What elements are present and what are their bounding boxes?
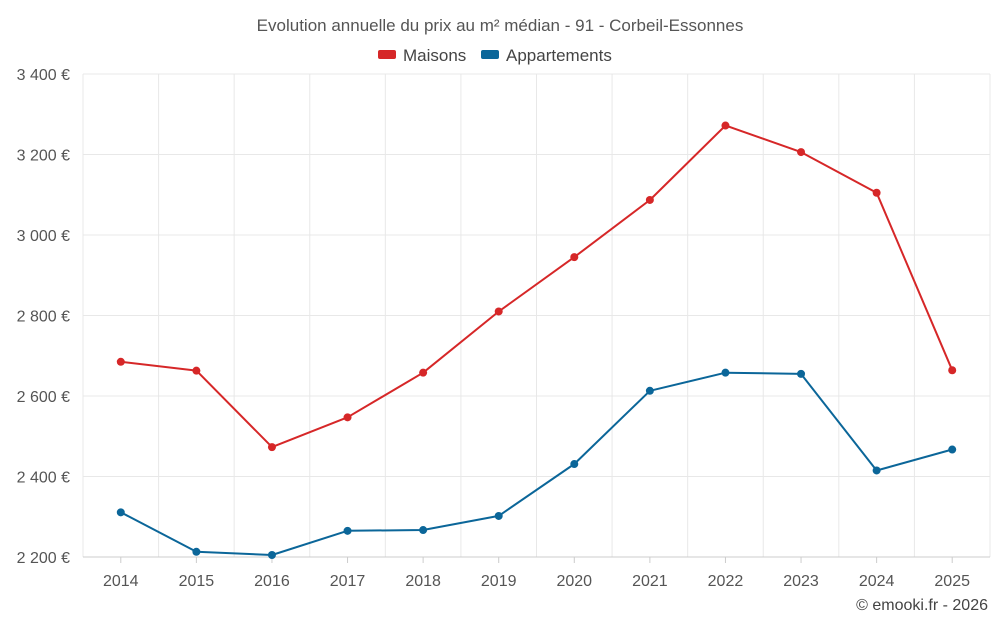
x-tick-label: 2022 bbox=[708, 573, 744, 590]
data-point-appartements[interactable] bbox=[116, 508, 125, 517]
x-axis: 2014 2015 2016 2017 2018 2019 2020 2021 2022 2023… bbox=[83, 556, 990, 590]
data-point-maisons[interactable] bbox=[116, 357, 125, 366]
data-point-appartements[interactable] bbox=[343, 526, 352, 535]
data-point-appartements[interactable] bbox=[192, 547, 201, 556]
series-line-maisons bbox=[120, 124, 954, 449]
data-point-maisons[interactable] bbox=[192, 366, 201, 375]
x-tick-label: 2015 bbox=[179, 573, 215, 590]
y-tick-label: 3 200 € bbox=[17, 148, 70, 165]
x-tick-label: 2017 bbox=[330, 573, 366, 590]
y-tick-label: 2 400 € bbox=[17, 470, 70, 487]
data-point-maisons[interactable] bbox=[721, 121, 730, 130]
data-point-appartements[interactable] bbox=[797, 369, 806, 378]
grid bbox=[82, 73, 991, 558]
series bbox=[116, 121, 957, 559]
data-point-maisons[interactable] bbox=[343, 413, 352, 422]
data-point-appartements[interactable] bbox=[419, 526, 428, 535]
x-tick-label: 2023 bbox=[783, 573, 819, 590]
data-point-maisons[interactable] bbox=[948, 366, 957, 375]
legend-swatch-appartements bbox=[481, 50, 499, 59]
x-tick-label: 2014 bbox=[103, 573, 139, 590]
data-point-maisons[interactable] bbox=[267, 443, 276, 452]
data-point-appartements[interactable] bbox=[872, 466, 881, 475]
x-tick-label: 2020 bbox=[556, 573, 592, 590]
legend-label-appartements[interactable]: Appartements bbox=[506, 46, 612, 65]
x-tick-label: 2025 bbox=[934, 573, 970, 590]
data-point-maisons[interactable] bbox=[570, 253, 579, 262]
data-point-maisons[interactable] bbox=[872, 188, 881, 197]
y-tick-label: 2 800 € bbox=[17, 309, 70, 326]
credit-text: © emooki.fr - 2026 bbox=[856, 597, 988, 614]
data-point-maisons[interactable] bbox=[797, 148, 806, 157]
legend: Maisons Appartements bbox=[378, 46, 612, 65]
legend-label-maisons[interactable]: Maisons bbox=[403, 46, 466, 65]
x-tick-label: 2018 bbox=[405, 573, 441, 590]
x-tick-label: 2024 bbox=[859, 573, 895, 590]
data-point-maisons[interactable] bbox=[645, 195, 654, 204]
y-tick-label: 2 200 € bbox=[17, 550, 70, 567]
series-line-appartements bbox=[120, 371, 953, 556]
data-point-appartements[interactable] bbox=[721, 368, 730, 377]
legend-swatch-maisons bbox=[378, 50, 396, 59]
y-tick-label: 3 000 € bbox=[17, 228, 70, 245]
data-point-appartements[interactable] bbox=[948, 445, 957, 454]
data-point-maisons[interactable] bbox=[494, 307, 503, 316]
data-point-appartements[interactable] bbox=[570, 460, 579, 469]
data-point-appartements[interactable] bbox=[645, 386, 654, 395]
y-tick-label: 2 600 € bbox=[17, 389, 70, 406]
y-axis: 2 200 € 2 400 € 2 600 € 2 800 € 3 000 € 3 200… bbox=[17, 67, 70, 567]
data-point-maisons[interactable] bbox=[419, 368, 428, 377]
y-tick-label: 3 400 € bbox=[17, 67, 70, 84]
chart-title: Evolution annuelle du prix au m² médian … bbox=[257, 16, 744, 35]
x-tick-label: 2021 bbox=[632, 573, 668, 590]
data-point-appartements[interactable] bbox=[494, 511, 503, 520]
x-tick-label: 2016 bbox=[254, 573, 290, 590]
x-tick-label: 2019 bbox=[481, 573, 517, 590]
data-point-appartements[interactable] bbox=[267, 550, 276, 559]
